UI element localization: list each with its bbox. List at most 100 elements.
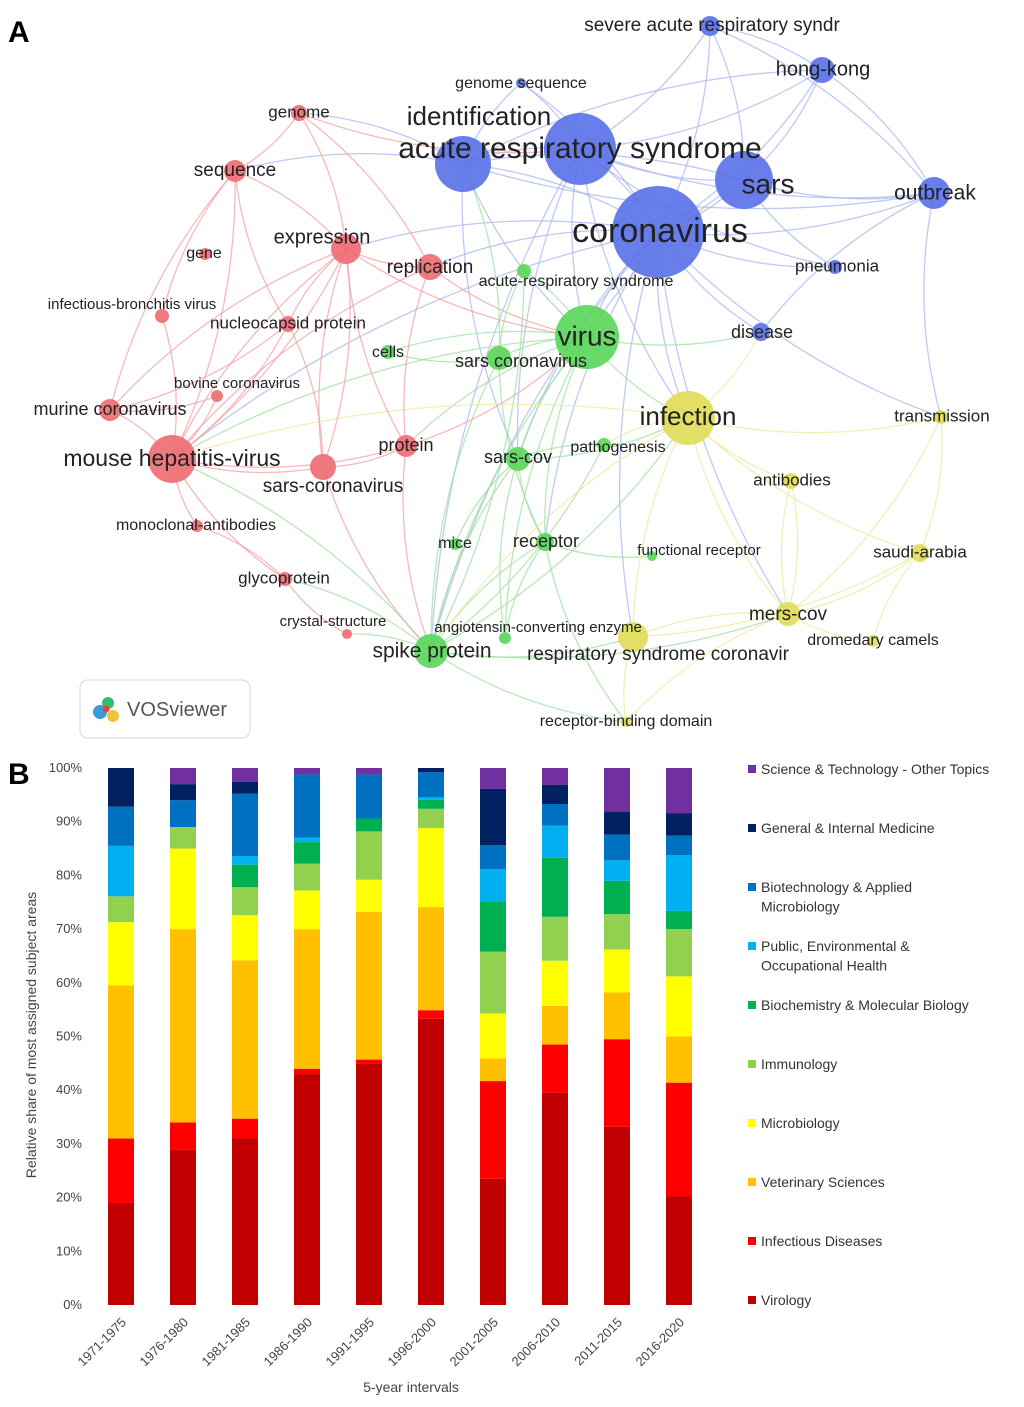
y-tick-label: 70% (56, 921, 82, 936)
legend-label-microbiology: Microbiology (761, 1115, 840, 1131)
bar-segment-microbiology-2001-2005 (480, 1013, 506, 1059)
bar-segment-science-technology-other-topics-2016-2020 (666, 768, 692, 814)
edge-ars-sars_cov (516, 148, 581, 460)
edge-protein-spike (402, 445, 432, 652)
node-receptor (536, 533, 554, 551)
edge-coronavirus-rsc (618, 231, 659, 638)
bar-segment-science-technology-other-topics-2001-2005 (480, 768, 506, 789)
vosviewer-badge-text: VOSviewer (127, 699, 227, 721)
y-tick-label: 20% (56, 1190, 82, 1205)
node-infectious-bronchitis-virus (155, 309, 169, 323)
bar-segment-science-technology-other-topics-1991-1995 (356, 768, 382, 775)
bar-segment-immunology-1971-1975 (108, 896, 134, 923)
node-label-virus: virus (557, 320, 616, 351)
edge-ars-spike (430, 148, 581, 652)
bar-segment-microbiology-1991-1995 (356, 879, 382, 912)
bar-segment-veterinary-sciences-1976-1980 (170, 929, 196, 1123)
bar-segment-infectious-diseases-2016-2020 (666, 1082, 692, 1197)
bar-segment-public-environmental-occupational-health-1981-1985 (232, 856, 258, 865)
bar-segment-microbiology-1971-1975 (108, 922, 134, 986)
node-label-mice: mice (438, 535, 472, 552)
edge-sars_cov_v-spike (430, 357, 500, 652)
legend-label-infectious-diseases: Infectious Diseases (761, 1233, 882, 1249)
legend-swatch-immunology (748, 1060, 756, 1068)
bar-segment-biochemistry-molecular-biology-2001-2005 (480, 901, 506, 952)
node-label-sars-coronavirus: sars coronavirus (455, 351, 587, 371)
edge-mers-antibodies (787, 480, 799, 615)
node-sars (715, 151, 773, 209)
node-monoclonal-antibodies (191, 520, 203, 532)
edge-sars_corona-nucleocapsid (287, 323, 324, 468)
bar-segment-general-internal-medicine-1971-1975 (108, 768, 134, 807)
legend-swatch-science-technology-other-topics (748, 765, 756, 773)
edge-mers-transmission (787, 416, 942, 615)
edge-murine-bovine (109, 395, 218, 412)
legend-label-biotechnology-applied-microbiology: Biotechnology & Applied (761, 879, 912, 895)
bar-segment-veterinary-sciences-1991-1995 (356, 911, 382, 1060)
node-sars-coronavirus (487, 346, 511, 370)
node-receptor-binding-domain (621, 717, 631, 727)
bar-segment-veterinary-sciences-2011-2015 (604, 992, 630, 1040)
node-mouse-hepatitis-virus (148, 435, 196, 483)
node-label-glycoprotein: glycoprotein (238, 568, 330, 587)
bar-segment-virology-1971-1975 (108, 1202, 134, 1305)
node-glycoprotein (278, 572, 292, 586)
node-label-outbreak: outbreak (894, 182, 976, 205)
bar-segment-microbiology-2006-2010 (542, 960, 568, 1006)
edge-spike-rbd (430, 650, 627, 723)
bar-segment-general-internal-medicine-2016-2020 (666, 813, 692, 836)
bar-segment-public-environmental-occupational-health-1986-1990 (294, 837, 320, 843)
node-label-monoclonal-antibodies: monoclonal-antibodies (116, 517, 276, 534)
node-label-cells: cells (372, 344, 404, 361)
node-label-angiotensin-converting-enzyme: angiotensin-converting enzyme (434, 619, 642, 636)
legend-swatch-virology (748, 1296, 756, 1304)
node-bovine-coronavirus (211, 390, 223, 402)
bar-segment-microbiology-1981-1985 (232, 915, 258, 961)
node-label-hong-kong: hong-kong (776, 58, 871, 80)
bar-segment-infectious-diseases-1986-1990 (294, 1068, 320, 1075)
node-label-mouse-hepatitis-virus: mouse hepatitis-virus (63, 445, 280, 471)
node-cells (381, 345, 395, 359)
node-murine-coronavirus (99, 399, 121, 421)
bar-segment-virology-1991-1995 (356, 1063, 382, 1305)
bar-segment-infectious-diseases-1971-1975 (108, 1138, 134, 1203)
node-severe-acute-respiratory-syndr (700, 16, 720, 36)
node-label-sars: sars (742, 168, 795, 199)
edge-hongkong-sars_syndr (709, 25, 823, 71)
legend-label-science-technology-other-topics: Science & Technology - Other Topics (761, 761, 989, 777)
x-tick-label: 1996-2000 (385, 1315, 440, 1370)
bar-segment-immunology-1991-1995 (356, 831, 382, 880)
bar-segment-public-environmental-occupational-health-2001-2005 (480, 868, 506, 902)
edge-sequence-nucleocapsid (234, 170, 289, 325)
bar-segment-biochemistry-molecular-biology-1991-1995 (356, 818, 382, 832)
bar-segment-infectious-diseases-1996-2000 (418, 1010, 444, 1019)
node-label-identification: identification (407, 101, 552, 131)
x-tick-label: 2016-2020 (633, 1315, 688, 1370)
bar-segment-public-environmental-occupational-health-2011-2015 (604, 860, 630, 881)
edge-cells-sars_cov_v (387, 351, 500, 363)
node-label-infectious-bronchitis-virus: infectious-bronchitis virus (48, 296, 216, 313)
bar-segment-biotechnology-applied-microbiology-1976-1980 (170, 800, 196, 828)
legend-swatch-general-internal-medicine (748, 824, 756, 832)
legend-swatch-infectious-diseases (748, 1237, 756, 1245)
node-label-dromedary-camels: dromedary camels (807, 632, 939, 649)
node-label-sars-cov: sars-cov (484, 447, 552, 467)
edge-hongkong-identification (462, 69, 823, 165)
y-tick-label: 0% (63, 1297, 82, 1312)
node-nucleocapsid-protein (280, 316, 296, 332)
x-tick-label: 1981-1985 (199, 1315, 254, 1370)
edge-receptor-rbd (544, 541, 627, 723)
edge-sequence-murine (109, 170, 236, 411)
bar-segment-biochemistry-molecular-biology-1986-1990 (294, 842, 320, 864)
panel-a-cooccurrence-network: coronavirus acute respiratory syndrome sar… (8, 15, 990, 739)
edge-expression-sequence (234, 170, 347, 250)
node-label-infection: infection (640, 401, 737, 431)
node-functional-receptor (647, 551, 657, 561)
bar-segment-public-environmental-occupational-health-2016-2020 (666, 854, 692, 911)
bar-segment-infectious-diseases-2001-2005 (480, 1081, 506, 1179)
bar-segment-immunology-1976-1980 (170, 827, 196, 849)
edge-genome-ars (298, 112, 581, 154)
y-tick-label: 90% (56, 814, 82, 829)
bar-segment-infectious-diseases-1981-1985 (232, 1118, 258, 1139)
